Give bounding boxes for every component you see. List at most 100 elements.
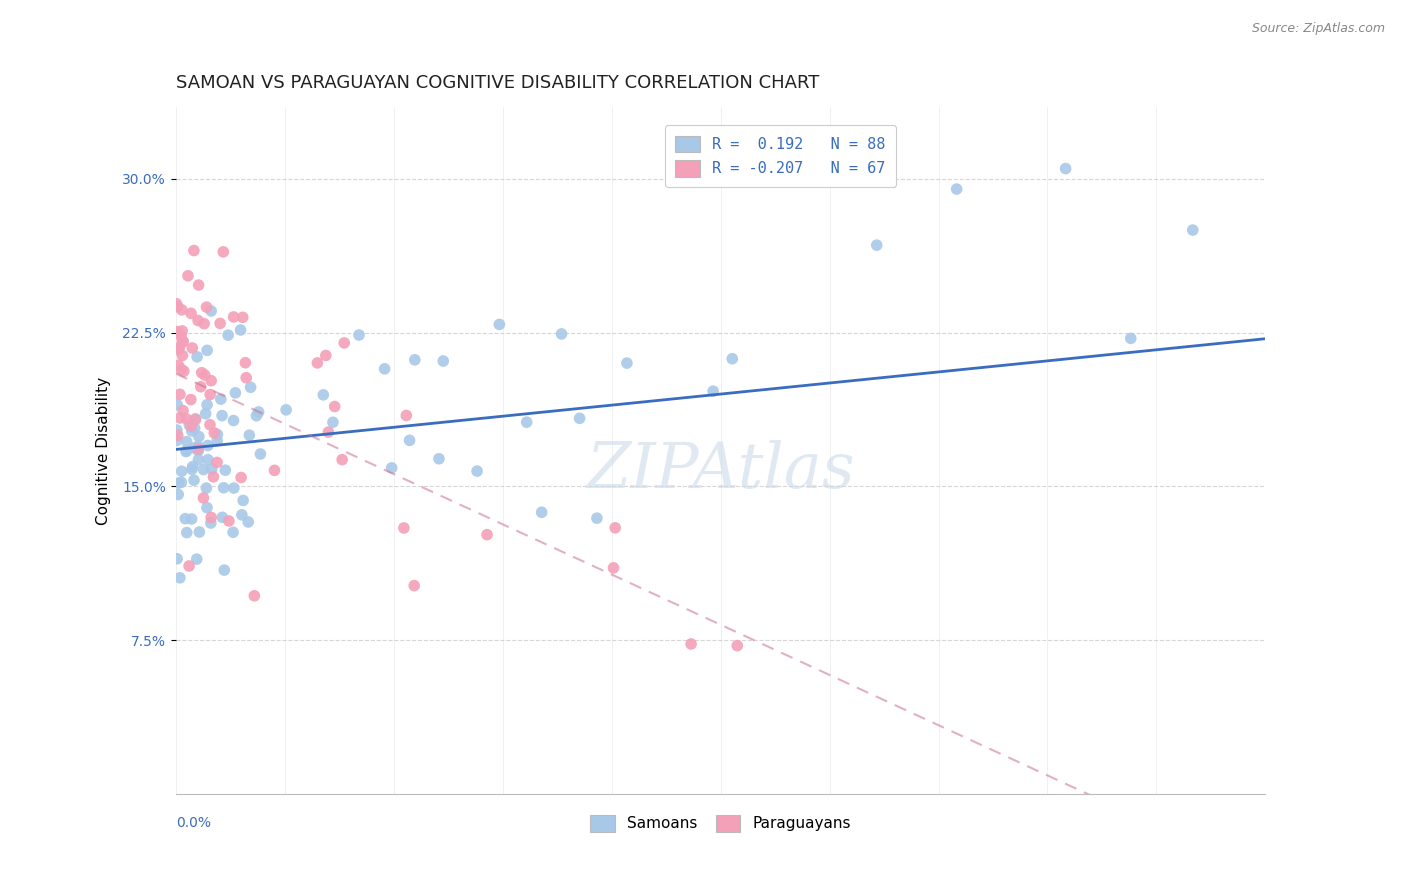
- Point: [568, 411, 591, 425]
- Point: [186, 552, 208, 566]
- Point: [183, 441, 205, 455]
- Point: [681, 637, 703, 651]
- Point: [235, 370, 257, 384]
- Point: [166, 398, 188, 412]
- Point: [188, 524, 211, 539]
- Point: [187, 313, 209, 327]
- Point: [166, 300, 188, 314]
- Point: [179, 418, 201, 433]
- Point: [432, 354, 454, 368]
- Point: [195, 500, 218, 515]
- Point: [222, 310, 245, 324]
- Point: [238, 428, 260, 442]
- Point: [586, 511, 609, 525]
- Point: [209, 392, 232, 406]
- Point: [194, 368, 217, 383]
- Point: [323, 400, 346, 414]
- Point: [187, 452, 209, 467]
- Point: [404, 352, 426, 367]
- Point: [274, 403, 297, 417]
- Point: [347, 328, 370, 343]
- Legend: Samoans, Paraguayans: Samoans, Paraguayans: [585, 809, 856, 838]
- Point: [229, 323, 252, 337]
- Point: [315, 349, 337, 363]
- Text: SAMOAN VS PARAGUAYAN COGNITIVE DISABILITY CORRELATION CHART: SAMOAN VS PARAGUAYAN COGNITIVE DISABILIT…: [176, 74, 820, 92]
- Point: [1181, 223, 1204, 237]
- Point: [177, 559, 200, 574]
- Point: [198, 417, 221, 432]
- Point: [172, 335, 194, 350]
- Point: [169, 387, 191, 401]
- Point: [322, 415, 344, 429]
- Point: [176, 434, 198, 449]
- Point: [404, 579, 426, 593]
- Point: [172, 349, 194, 363]
- Point: [243, 589, 266, 603]
- Point: [183, 244, 205, 258]
- Point: [170, 464, 193, 478]
- Point: [176, 443, 198, 458]
- Point: [330, 452, 353, 467]
- Point: [200, 374, 222, 388]
- Point: [180, 392, 202, 407]
- Point: [166, 551, 188, 566]
- Point: [1119, 331, 1142, 345]
- Text: 0.0%: 0.0%: [176, 816, 211, 830]
- Point: [214, 563, 236, 577]
- Point: [169, 411, 191, 425]
- Point: [167, 358, 190, 372]
- Point: [224, 385, 246, 400]
- Point: [212, 481, 235, 495]
- Point: [516, 415, 538, 429]
- Point: [245, 409, 267, 423]
- Point: [247, 405, 270, 419]
- Point: [173, 364, 195, 378]
- Point: [200, 304, 222, 318]
- Point: [307, 356, 329, 370]
- Point: [181, 341, 204, 355]
- Point: [170, 475, 193, 490]
- Point: [181, 459, 204, 474]
- Point: [172, 324, 194, 338]
- Point: [200, 510, 222, 524]
- Text: Source: ZipAtlas.com: Source: ZipAtlas.com: [1251, 22, 1385, 36]
- Point: [195, 300, 218, 314]
- Point: [176, 412, 198, 426]
- Point: [395, 409, 418, 423]
- Point: [721, 351, 744, 366]
- Text: ZIPAtlas: ZIPAtlas: [586, 441, 855, 502]
- Point: [211, 409, 233, 423]
- Point: [174, 511, 197, 525]
- Point: [187, 443, 209, 458]
- Point: [169, 341, 191, 355]
- Point: [170, 302, 193, 317]
- Point: [194, 407, 217, 421]
- Point: [222, 525, 245, 540]
- Point: [166, 434, 188, 448]
- Point: [465, 464, 488, 478]
- Point: [193, 317, 215, 331]
- Point: [202, 470, 225, 484]
- Point: [180, 424, 202, 438]
- Point: [202, 425, 225, 440]
- Point: [174, 444, 197, 458]
- Point: [184, 412, 207, 426]
- Point: [333, 335, 356, 350]
- Point: [167, 476, 190, 491]
- Point: [229, 470, 252, 484]
- Y-axis label: Cognitive Disability: Cognitive Disability: [96, 376, 111, 524]
- Point: [427, 451, 450, 466]
- Point: [616, 356, 638, 370]
- Point: [170, 329, 193, 343]
- Point: [187, 442, 209, 456]
- Point: [231, 508, 253, 522]
- Point: [190, 366, 212, 380]
- Point: [212, 244, 235, 259]
- Point: [398, 434, 420, 448]
- Point: [232, 310, 254, 325]
- Point: [232, 493, 254, 508]
- Point: [187, 439, 209, 453]
- Point: [193, 462, 215, 476]
- Point: [200, 516, 222, 530]
- Point: [193, 491, 215, 505]
